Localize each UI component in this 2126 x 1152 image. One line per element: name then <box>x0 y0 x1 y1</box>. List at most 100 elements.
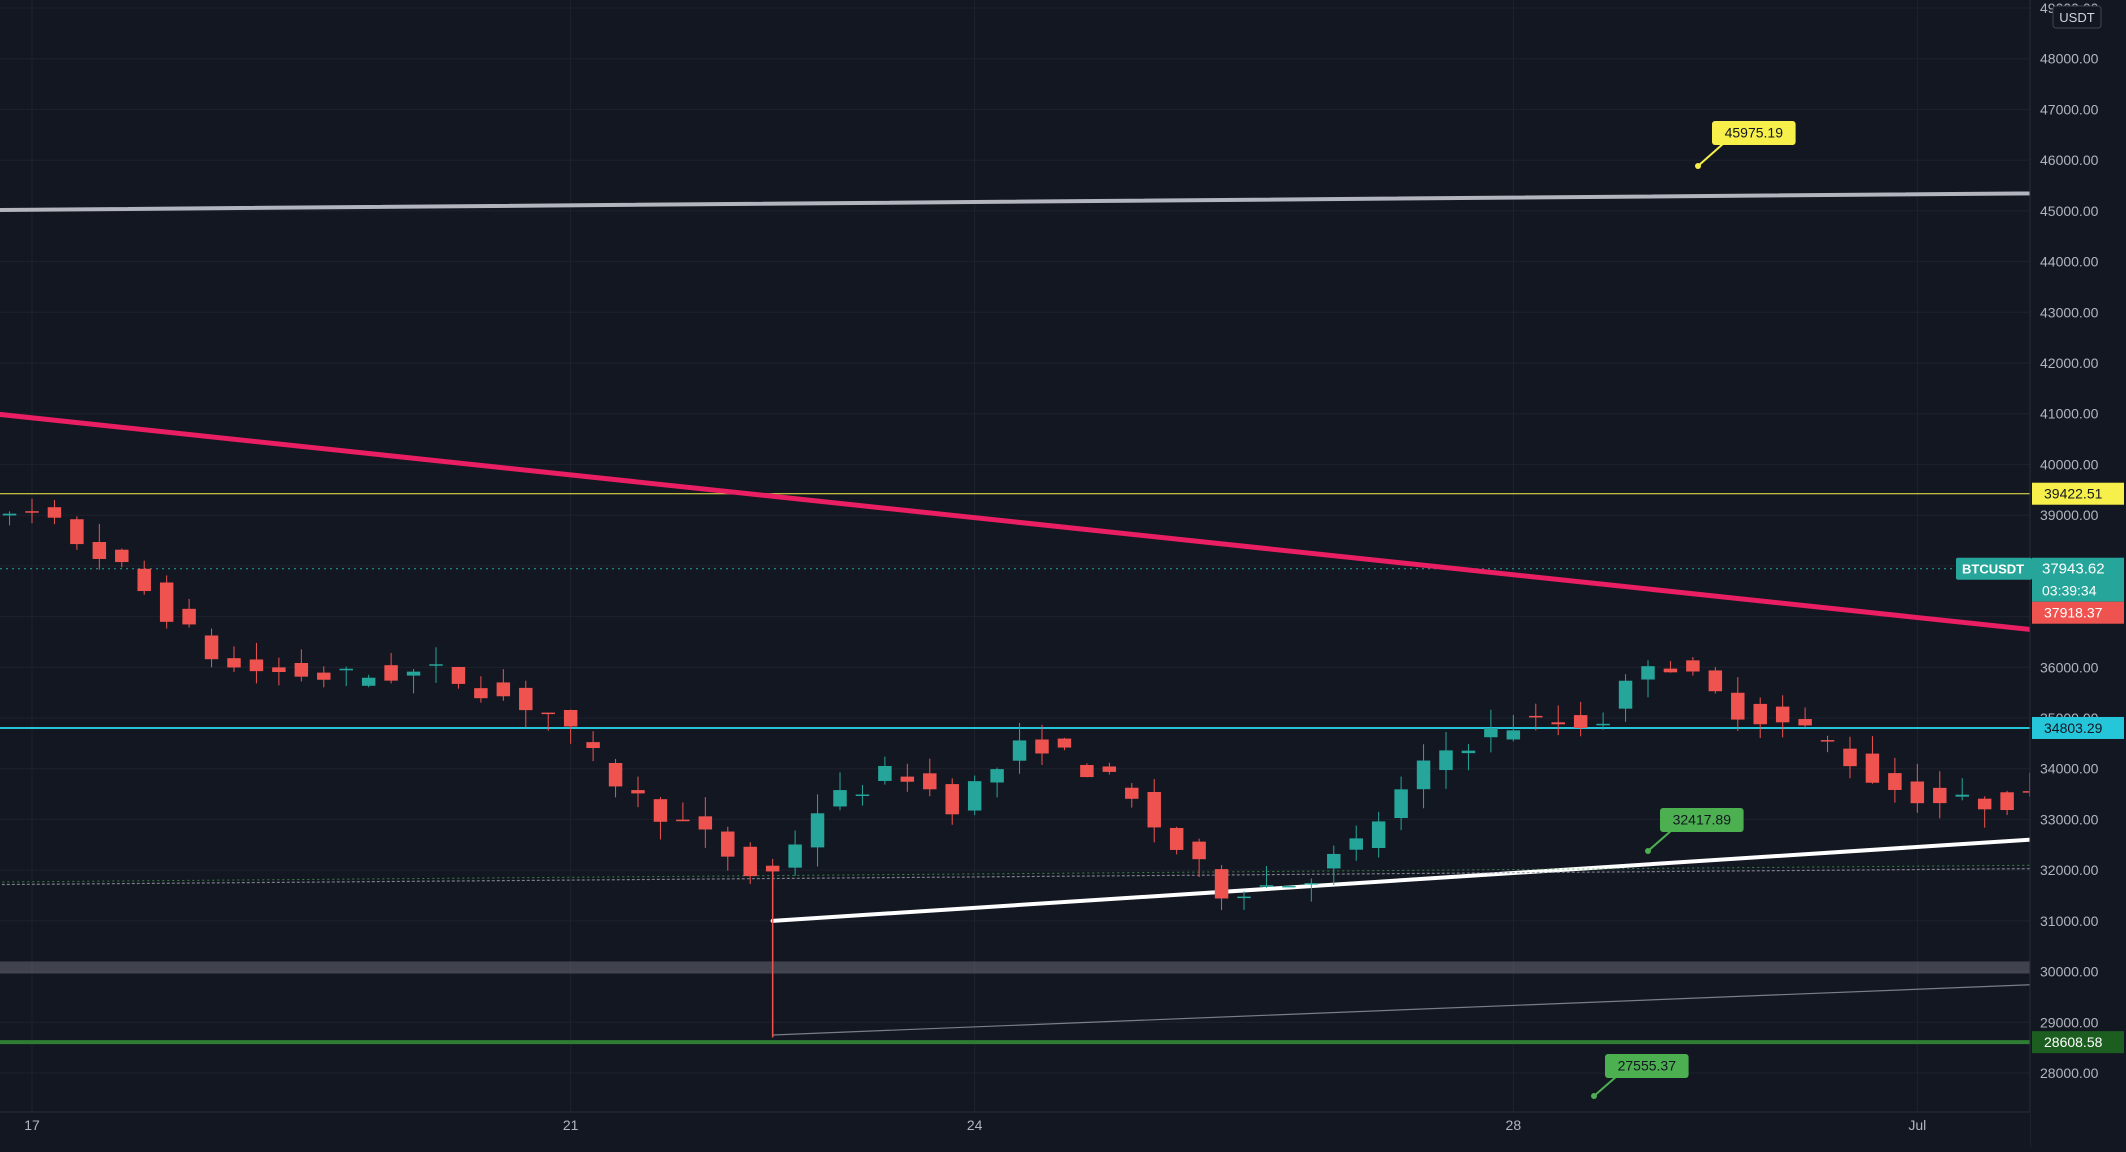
candle-body <box>137 568 151 592</box>
price-tick-label: 48000.00 <box>2040 51 2099 67</box>
candle-body <box>1394 789 1408 818</box>
target-callout-pointer <box>1697 142 1725 167</box>
time-tick-label: 17 <box>24 1117 40 1133</box>
candle-body <box>743 846 757 877</box>
candle-body <box>1349 838 1363 850</box>
candle-body <box>541 712 555 715</box>
candle-body <box>990 769 1004 783</box>
candle-body <box>406 671 421 676</box>
candle-body <box>1035 739 1049 754</box>
candle-body <box>1731 692 1745 720</box>
currency-label: USDT <box>2059 10 2094 25</box>
candle-body <box>294 662 309 677</box>
price-tick-label: 31000.00 <box>2040 913 2099 929</box>
time-tick-label: 28 <box>1506 1117 1522 1133</box>
candle-body <box>1371 821 1386 849</box>
candle-body <box>878 765 892 781</box>
descending-resistance-line[interactable] <box>0 404 2126 975</box>
lower-trend-line[interactable] <box>772 812 2126 1036</box>
candle-body <box>631 790 645 794</box>
candle-body <box>1214 869 1229 899</box>
candle-body <box>1933 787 1947 804</box>
time-axis-panel <box>0 1112 2030 1147</box>
price-tick-label: 45000.00 <box>2040 203 2099 219</box>
ascending-support-line[interactable] <box>770 556 2126 923</box>
resistance-tag <box>2032 482 2124 505</box>
candle-body <box>765 865 780 872</box>
trend-target-callout-box <box>1660 808 1744 832</box>
candle-body <box>1416 760 1431 790</box>
candles <box>2 498 2126 1038</box>
candle-body <box>496 682 511 697</box>
candle-body <box>1955 794 1969 797</box>
trend-lines[interactable] <box>0 155 2126 1108</box>
support-tag <box>2032 716 2124 739</box>
candle-body <box>1977 798 1992 810</box>
candle-body <box>1618 680 1633 709</box>
price-tick-label: 43000.00 <box>2040 304 2099 320</box>
lower-target-callout-box <box>1605 1054 1689 1078</box>
candle-body <box>967 781 982 811</box>
candle-body <box>1282 885 1296 888</box>
countdown-label: 03:39:34 <box>2042 583 2097 599</box>
price-tick-label: 41000.00 <box>2040 406 2099 422</box>
price-tick-label: 44000.00 <box>2040 254 2099 270</box>
lower-target-callout-pointer <box>1593 1075 1618 1097</box>
target-callout-anchor <box>1695 163 1701 169</box>
candle-body <box>833 790 847 807</box>
time-tick-label: 21 <box>563 1117 579 1133</box>
price-tick-label: 39000.00 <box>2040 507 2099 523</box>
candle-body <box>159 582 174 622</box>
candle-body <box>1125 787 1139 799</box>
candle-body <box>788 844 802 868</box>
price-axis[interactable]: 28000.00 29000.00 30000.00 31000.00 32000.00… <box>1956 0 2126 1147</box>
currency-badge[interactable] <box>2052 5 2102 29</box>
lower-target-callout-anchor <box>1591 1093 1597 1099</box>
candle-body <box>1506 730 1521 740</box>
candle-body <box>1663 668 1678 673</box>
candle-body <box>676 819 690 822</box>
symbol-label: BTCUSDT <box>1962 562 2024 577</box>
candle-body <box>1057 738 1072 748</box>
candle-body <box>272 667 286 673</box>
grid <box>0 0 2030 1112</box>
candle-body <box>1798 719 1812 726</box>
candle-body <box>945 784 959 815</box>
open-price-label: 37918.37 <box>2044 605 2103 621</box>
candle-body <box>1573 715 1588 728</box>
upper-channel-line[interactable] <box>0 155 2126 213</box>
candle-body <box>1865 753 1880 783</box>
candle-body <box>1888 773 1902 790</box>
horizontal-levels <box>0 493 2030 1045</box>
candle-body <box>608 762 623 787</box>
time-axis[interactable]: 17 21 24 28 Jul <box>0 1111 2030 1147</box>
candle-body <box>384 665 398 681</box>
price-tick-label: 40000.00 <box>2040 456 2099 472</box>
candle-body <box>474 688 488 699</box>
candle-body <box>1641 666 1655 680</box>
candle-body <box>47 507 62 518</box>
symbol-tag <box>1956 557 2032 580</box>
candle-body <box>1529 715 1543 718</box>
price-tick-label: 32000.00 <box>2040 862 2099 878</box>
current-price-tag <box>2032 557 2124 602</box>
candle-body <box>115 549 129 563</box>
candle-body <box>923 773 937 790</box>
candle-body <box>698 816 713 830</box>
candle-body <box>182 608 196 625</box>
candle-body <box>810 813 825 848</box>
candle-body <box>721 831 735 857</box>
price-tick-label: 42000.00 <box>2040 355 2099 371</box>
green-support-tag-label: 28608.58 <box>2044 1034 2103 1050</box>
candle-body <box>519 687 533 711</box>
candle-body <box>451 667 466 684</box>
price-tick-label: 47000.00 <box>2040 101 2099 117</box>
candle-body <box>339 668 353 671</box>
candle-body <box>2 513 17 516</box>
candle-body <box>1484 728 1498 738</box>
candle-body <box>70 519 84 545</box>
trend-target-callout-anchor <box>1645 848 1651 854</box>
candle-body <box>1775 706 1790 723</box>
